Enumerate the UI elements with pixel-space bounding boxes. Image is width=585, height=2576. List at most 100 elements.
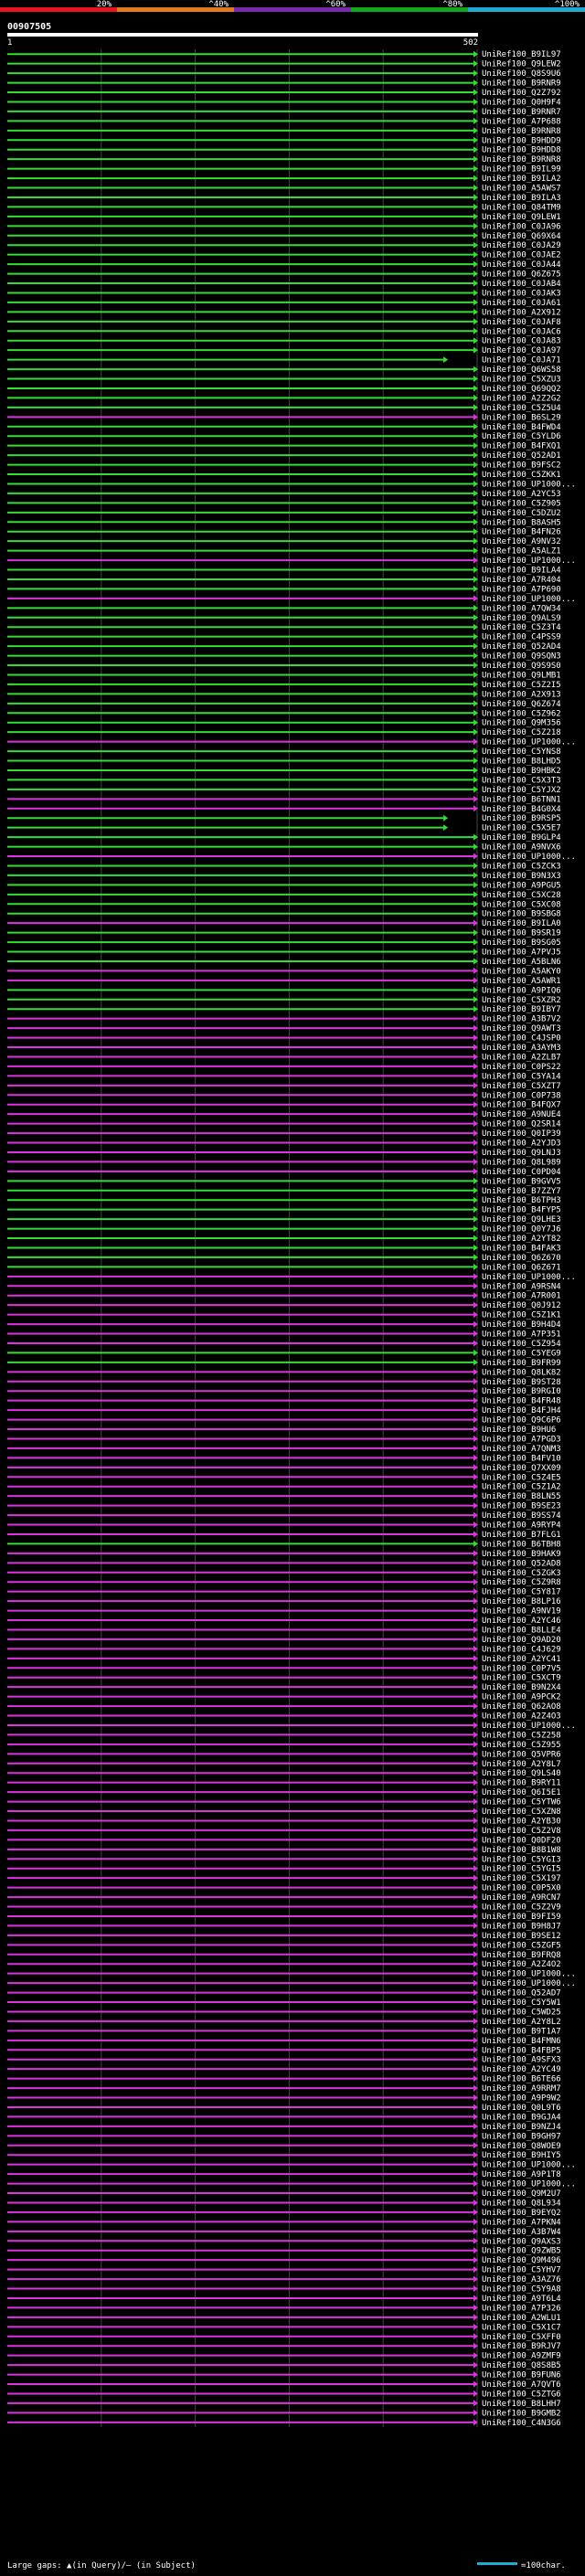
hit-label[interactable]: UniRef100_B9RNR7 — [482, 108, 561, 117]
hit-label[interactable]: UniRef100_B6TNN1 — [482, 795, 561, 804]
hit-row[interactable]: UniRef100_C5Y817 — [7, 1588, 561, 1597]
hit-label[interactable]: UniRef100_C0JA61 — [482, 299, 561, 308]
hit-label[interactable]: UniRef100_B9ILA2 — [482, 175, 561, 184]
hit-row[interactable]: UniRef100_B6TBH8 — [7, 1540, 561, 1549]
hit-row[interactable]: UniRef100_B9ILA0 — [7, 919, 561, 928]
hit-label[interactable]: UniRef100_C4N3G6 — [482, 2419, 561, 2428]
hit-row[interactable]: UniRef100_B4G0X4 — [7, 805, 561, 814]
hit-label[interactable]: UniRef100_C0P7V5 — [482, 1664, 561, 1673]
hit-row[interactable]: UniRef100_B9RSP5 — [7, 814, 561, 823]
hit-row[interactable]: UniRef100_Q9LNJ3 — [7, 1149, 561, 1158]
hit-label[interactable]: UniRef100_B6TE66 — [482, 2075, 561, 2084]
hit-label[interactable]: UniRef100_C5Z954 — [482, 1340, 561, 1349]
hit-label[interactable]: UniRef100_B4FQX7 — [482, 1101, 561, 1110]
hit-label[interactable]: UniRef100_B9HDD8 — [482, 146, 561, 155]
hit-row[interactable]: UniRef100_B6TE66 — [7, 2075, 561, 2084]
hit-label[interactable]: UniRef100_A9P9W2 — [482, 2094, 561, 2104]
hit-label[interactable]: UniRef100_B9N3X3 — [482, 872, 561, 881]
hit-row[interactable]: UniRef100_B9N2X4 — [7, 1683, 561, 1692]
hit-label[interactable]: UniRef100_Q0Y7J6 — [482, 1225, 561, 1235]
hit-label[interactable]: UniRef100_C5Z2V9 — [482, 1903, 561, 1913]
hit-label[interactable]: UniRef100_Q9ZWB5 — [482, 2247, 561, 2256]
hit-label[interactable]: UniRef100_B9SE23 — [482, 1502, 561, 1511]
hit-row[interactable]: UniRef100_A9NV32 — [7, 537, 561, 546]
hit-label[interactable]: UniRef100_A7P688 — [482, 117, 561, 126]
hit-label[interactable]: UniRef100_C5Z4E5 — [482, 1473, 561, 1482]
hit-label[interactable]: UniRef100_UP1000... — [482, 738, 576, 747]
hit-label[interactable]: UniRef100_B9SS74 — [482, 1511, 561, 1521]
hit-row[interactable]: UniRef100_Q2SR14 — [7, 1120, 561, 1129]
hit-label[interactable]: UniRef100_A3AZ76 — [482, 2275, 561, 2284]
hit-label[interactable]: UniRef100_A3B7V2 — [482, 1015, 561, 1024]
hit-row[interactable]: UniRef100_C5ZGF5 — [7, 1941, 561, 1950]
hit-row[interactable]: UniRef100_Q69QQ2 — [7, 385, 561, 394]
hit-row[interactable]: UniRef100_Q0H9F4 — [7, 98, 561, 107]
hit-row[interactable]: UniRef100_C5YTW6 — [7, 1798, 561, 1807]
hit-row[interactable]: UniRef100_Q52AD4 — [7, 642, 561, 652]
hit-label[interactable]: UniRef100_C5Z258 — [482, 1731, 561, 1740]
hit-label[interactable]: UniRef100_Q8S8B5 — [482, 2361, 561, 2370]
hit-row[interactable]: UniRef100_Q9ALS9 — [7, 614, 561, 623]
hit-row[interactable]: UniRef100_Q9AWT3 — [7, 1024, 561, 1034]
hit-row[interactable]: UniRef100_B9N3X3 — [7, 872, 561, 881]
hit-label[interactable]: UniRef100_Q9ALS9 — [482, 614, 561, 623]
hit-label[interactable]: UniRef100_C5YTW6 — [482, 1798, 561, 1807]
hit-label[interactable]: UniRef100_A9NVX6 — [482, 843, 561, 853]
hit-label[interactable]: UniRef100_B9HBK2 — [482, 767, 561, 776]
hit-row[interactable]: UniRef100_Q9S9S0 — [7, 662, 561, 671]
hit-label[interactable]: UniRef100_A9PGU5 — [482, 881, 561, 890]
hit-label[interactable]: UniRef100_C5XFF0 — [482, 2333, 561, 2342]
hit-row[interactable]: UniRef100_B9RGI0 — [7, 1387, 561, 1396]
hit-row[interactable]: UniRef100_C5Z3T4 — [7, 623, 561, 632]
hit-label[interactable]: UniRef100_Q9AXS3 — [482, 2237, 561, 2246]
hit-label[interactable]: UniRef100_B9SG05 — [482, 938, 561, 948]
hit-row[interactable]: UniRef100_B9FSC2 — [7, 461, 561, 471]
hit-row[interactable]: UniRef100_Q9AD20 — [7, 1636, 561, 1645]
hit-label[interactable]: UniRef100_A7PVJ5 — [482, 949, 561, 958]
hit-row[interactable]: UniRef100_B8LP16 — [7, 1597, 561, 1606]
hit-label[interactable]: UniRef100_A5BLN6 — [482, 958, 561, 967]
hit-label[interactable]: UniRef100_C5XC08 — [482, 900, 561, 909]
hit-label[interactable]: UniRef100_Q9C6P6 — [482, 1416, 561, 1426]
hit-label[interactable]: UniRef100_C0JAF8 — [482, 318, 561, 327]
hit-row[interactable]: UniRef100_C5XZU3 — [7, 376, 561, 385]
hit-row[interactable]: UniRef100_B9RNR7 — [7, 108, 561, 117]
hit-row[interactable]: UniRef100_B9SE12 — [7, 1932, 561, 1941]
hit-label[interactable]: UniRef100_C4PSS9 — [482, 633, 561, 642]
hit-row[interactable]: UniRef100_A5BLN6 — [7, 958, 561, 967]
hit-label[interactable]: UniRef100_B9ILA4 — [482, 567, 561, 576]
hit-row[interactable]: UniRef100_UP1000... — [7, 557, 576, 566]
hit-label[interactable]: UniRef100_B9FUN6 — [482, 2371, 561, 2380]
hit-row[interactable]: UniRef100_C5XFF0 — [7, 2333, 561, 2342]
hit-row[interactable]: UniRef100_A9ZMF9 — [7, 2352, 561, 2361]
hit-label[interactable]: UniRef100_C5Y5W1 — [482, 1998, 561, 2008]
hit-row[interactable]: UniRef100_B9NZJ4 — [7, 2123, 561, 2132]
hit-row[interactable]: UniRef100_A5AWR1 — [7, 977, 561, 986]
hit-row[interactable]: UniRef100_Q0L9T6 — [7, 2104, 561, 2113]
hit-label[interactable]: UniRef100_Q6I5E1 — [482, 1788, 561, 1797]
hit-label[interactable]: UniRef100_Q7XX09 — [482, 1464, 561, 1473]
hit-row[interactable]: UniRef100_Q6Z671 — [7, 1263, 561, 1272]
hit-label[interactable]: UniRef100_C5ZKK1 — [482, 471, 561, 480]
hit-row[interactable]: UniRef100_B9T1A7 — [7, 2027, 561, 2036]
hit-row[interactable]: UniRef100_B9GH97 — [7, 2132, 561, 2141]
hit-label[interactable]: UniRef100_Q0DF20 — [482, 1836, 561, 1845]
hit-label[interactable]: UniRef100_B9IL97 — [482, 50, 561, 59]
hit-row[interactable]: UniRef100_UP1000... — [7, 1722, 576, 1731]
hit-row[interactable]: UniRef100_B6TPH3 — [7, 1196, 561, 1205]
hit-label[interactable]: UniRef100_B6TBH8 — [482, 1540, 561, 1549]
hit-label[interactable]: UniRef100_C5XZN8 — [482, 1807, 561, 1817]
hit-label[interactable]: UniRef100_C5Z962 — [482, 709, 561, 718]
hit-row[interactable]: UniRef100_A5ALZ1 — [7, 547, 561, 557]
hit-label[interactable]: UniRef100_B8LN55 — [482, 1492, 561, 1501]
hit-row[interactable]: UniRef100_C4PSS9 — [7, 633, 561, 642]
hit-label[interactable]: UniRef100_Q9LEW1 — [482, 213, 561, 222]
hit-label[interactable]: UniRef100_A9NV19 — [482, 1607, 561, 1617]
hit-row[interactable]: UniRef100_C0PD04 — [7, 1168, 561, 1177]
hit-label[interactable]: UniRef100_C5XZU3 — [482, 376, 561, 385]
hit-row[interactable]: UniRef100_C5XZN8 — [7, 1807, 561, 1817]
hit-row[interactable]: UniRef100_B6TNN1 — [7, 795, 561, 804]
hit-label[interactable]: UniRef100_Q8L989 — [482, 1158, 561, 1167]
hit-label[interactable]: UniRef100_Q6Z670 — [482, 1254, 561, 1263]
hit-label[interactable]: UniRef100_B7FLG1 — [482, 1531, 561, 1540]
